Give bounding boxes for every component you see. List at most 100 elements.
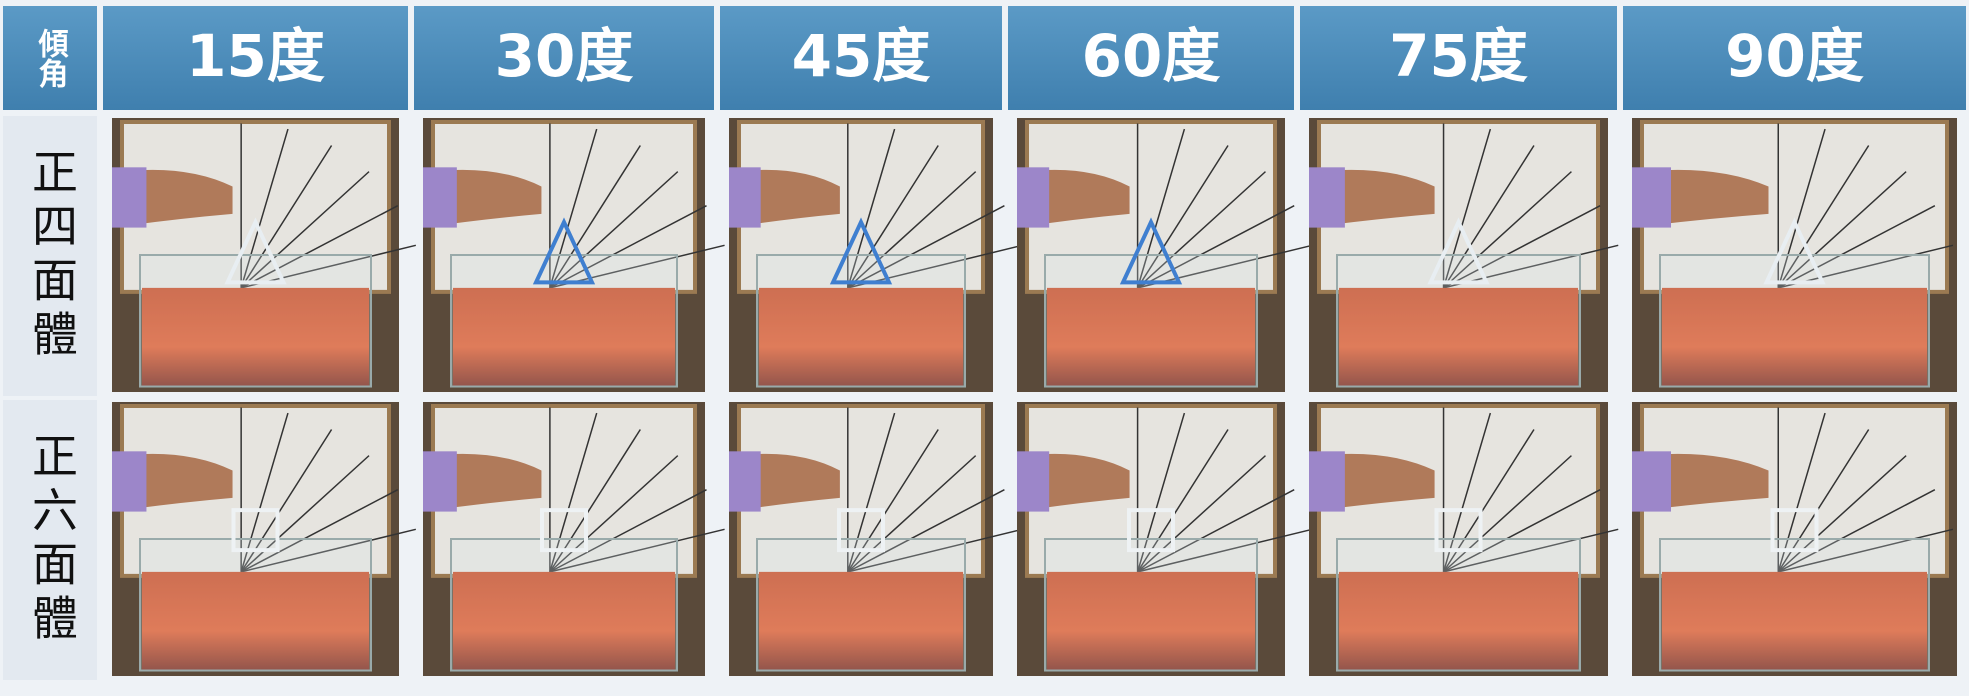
sleeve xyxy=(112,451,147,512)
sleeve xyxy=(423,167,457,228)
sleeve xyxy=(1017,451,1050,512)
angle-line xyxy=(1136,128,1186,289)
column-header: 30度 xyxy=(495,22,634,90)
angle-line xyxy=(847,528,1023,573)
sleeve xyxy=(1017,167,1050,228)
photo xyxy=(112,402,417,676)
angle-line xyxy=(847,205,1005,289)
angle-line xyxy=(1777,171,1907,289)
column-header: 15度 xyxy=(186,22,325,90)
corner-label: 傾角 xyxy=(33,28,70,89)
angle-line xyxy=(240,171,370,289)
tetrahedron xyxy=(1427,217,1490,285)
angle-line xyxy=(1137,205,1295,289)
tank-glass xyxy=(1044,538,1258,672)
hexahedron xyxy=(231,508,280,553)
hexahedron xyxy=(1434,508,1483,553)
header-cell xyxy=(720,6,1002,110)
tank-glass xyxy=(139,538,372,672)
angle-line xyxy=(240,205,399,289)
tank-glass xyxy=(1659,538,1930,672)
sleeve xyxy=(423,451,457,512)
sleeve xyxy=(112,167,147,228)
photo xyxy=(1017,402,1313,676)
tank-water xyxy=(1339,571,1578,671)
angle-line xyxy=(1777,205,1936,289)
tank-water xyxy=(1339,287,1578,387)
row-label: 正六面體 xyxy=(25,432,79,648)
row-label-cell xyxy=(3,116,97,396)
column-header: 90度 xyxy=(1725,22,1864,90)
sleeve xyxy=(1632,167,1671,228)
photo xyxy=(112,118,417,392)
angle-line xyxy=(1443,489,1601,573)
angle-line xyxy=(1137,489,1295,573)
sleeve xyxy=(1309,451,1345,512)
angle-line xyxy=(847,171,977,289)
tank-water xyxy=(453,571,675,671)
angle-line xyxy=(549,205,707,289)
column-header: 60度 xyxy=(1082,22,1221,90)
tank-water xyxy=(1662,571,1927,671)
angle-line xyxy=(1136,145,1229,289)
angle-line xyxy=(1443,455,1572,573)
header-cell xyxy=(1623,6,1966,110)
angle-line xyxy=(549,128,598,289)
column-header: 45度 xyxy=(792,22,931,90)
angle-line xyxy=(1137,455,1266,573)
angle-line xyxy=(1443,171,1572,289)
sleeve xyxy=(729,167,761,228)
tetrahedron xyxy=(224,217,287,285)
angle-line xyxy=(847,412,896,573)
photo xyxy=(1632,118,1957,392)
tank-glass xyxy=(139,254,372,388)
tank-glass xyxy=(1659,254,1930,388)
hexahedron xyxy=(540,508,588,553)
tetrahedron xyxy=(1119,217,1183,285)
column-header: 75度 xyxy=(1389,22,1528,90)
angle-line xyxy=(1442,145,1535,289)
tetrahedron xyxy=(829,217,893,285)
row-label: 正四面體 xyxy=(25,148,79,364)
tank-water xyxy=(142,287,369,387)
photo xyxy=(729,118,1023,392)
tank-glass xyxy=(450,538,678,672)
angle-line xyxy=(1777,412,1826,573)
header-cell xyxy=(414,6,714,110)
tank-glass xyxy=(450,254,678,388)
angle-line xyxy=(1777,128,1826,289)
tank-water xyxy=(142,571,369,671)
photo xyxy=(1017,118,1313,392)
photo xyxy=(729,402,1023,676)
angle-line xyxy=(1136,412,1186,573)
header-cell xyxy=(103,6,408,110)
angle-line xyxy=(240,455,370,573)
angle-line xyxy=(1137,528,1313,573)
angle-line xyxy=(1778,528,1954,573)
photo xyxy=(423,118,725,392)
header-cell xyxy=(1300,6,1617,110)
tank-water xyxy=(1047,571,1255,671)
angle-line xyxy=(240,145,333,289)
row-label-cell xyxy=(3,400,97,680)
tank-glass xyxy=(756,254,966,388)
photo xyxy=(1309,402,1619,676)
header-cell xyxy=(1008,6,1294,110)
angle-line xyxy=(1777,489,1936,573)
tank-glass xyxy=(756,538,966,672)
hexahedron xyxy=(1127,508,1175,553)
header-cell xyxy=(3,6,97,110)
angle-line xyxy=(1443,528,1619,573)
tank-water xyxy=(759,571,963,671)
tank-water xyxy=(1662,287,1927,387)
photo xyxy=(1632,402,1957,676)
angle-line xyxy=(1442,128,1492,289)
hexahedron xyxy=(837,508,885,553)
angle-line xyxy=(1443,205,1601,289)
angle-line xyxy=(1137,171,1266,289)
tetrahedron xyxy=(1763,217,1826,285)
photo xyxy=(1309,118,1619,392)
angle-line xyxy=(549,412,598,573)
